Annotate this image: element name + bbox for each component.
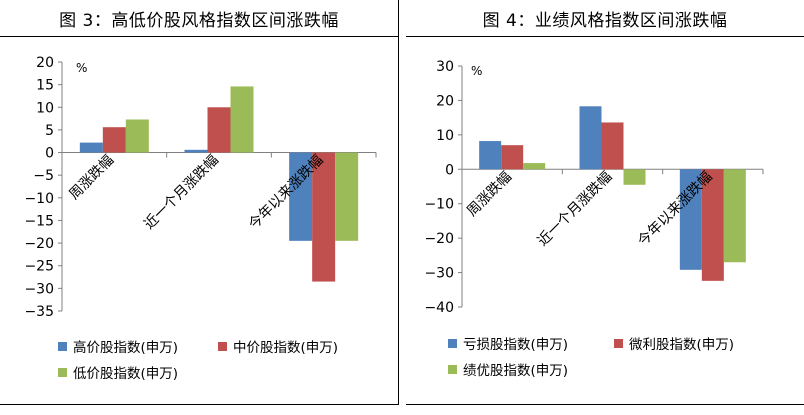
legend-item: 亏损股指数(申万)	[448, 333, 568, 353]
bar	[501, 145, 524, 170]
bar	[723, 169, 746, 263]
title-divider	[0, 36, 398, 37]
y-tick-label: −20	[424, 231, 454, 247]
bar	[125, 119, 149, 153]
category-label: 近一个月涨跌幅	[141, 152, 222, 233]
y-tick-label: −25	[24, 259, 54, 275]
bar	[679, 169, 702, 270]
y-tick-label: 0	[45, 146, 54, 162]
bar	[312, 152, 336, 282]
bar	[335, 152, 359, 241]
legend-item: 低价股指数(申万)	[58, 362, 178, 382]
y-tick-label: 10	[436, 128, 454, 144]
y-tick-label: −40	[424, 300, 454, 316]
category-label: 近一个月涨跌幅	[535, 169, 616, 250]
y-tick-label: 20	[36, 55, 54, 71]
legend-swatch	[448, 364, 457, 374]
legend-item: 高价股指数(申万)	[58, 336, 178, 356]
bar	[523, 163, 546, 170]
bar	[601, 122, 624, 170]
bottom-divider	[406, 404, 804, 405]
bar	[79, 142, 103, 153]
chart-panel-right: 图 4：业绩风格指数区间涨跌幅 30 20 10 0 −10 −20 −30 −40% 周涨跌幅…	[406, 0, 804, 405]
bar	[579, 106, 602, 170]
y-tick-label: −30	[24, 281, 54, 297]
y-unit-label: %	[76, 61, 87, 75]
y-tick-label: −10	[24, 191, 54, 207]
y-tick-label: −30	[424, 266, 454, 282]
y-tick-label: −20	[24, 236, 54, 252]
category-label: 周涨跌幅	[464, 169, 515, 220]
y-tick-label: 10	[36, 100, 54, 116]
y-tick-label: 5	[45, 123, 54, 139]
y-unit-label: %	[471, 64, 482, 78]
legend-item: 绩优股指数(申万)	[448, 359, 568, 379]
y-tick-label: 30	[436, 59, 454, 75]
y-tick-label: 15	[36, 78, 54, 94]
legend-swatch	[58, 367, 67, 377]
bar	[479, 141, 502, 170]
legend-label: 中价股指数(申万)	[233, 340, 339, 356]
y-tick-label: −5	[33, 168, 54, 184]
y-tick-label: −10	[424, 197, 454, 213]
y-tick-label: 0	[445, 162, 454, 178]
legend-swatch	[614, 338, 623, 348]
chart-title: 图 3：高低价股风格指数区间涨跌幅	[59, 10, 339, 31]
legend-label: 低价股指数(申万)	[73, 366, 179, 382]
bar	[289, 152, 313, 241]
category-label: 周涨跌幅	[66, 152, 117, 203]
y-tick-label: 20	[436, 93, 454, 109]
legend-swatch	[448, 338, 457, 348]
legend-label: 微利股指数(申万)	[629, 337, 735, 353]
y-tick-label: −15	[24, 213, 54, 229]
y-tick-label: −35	[24, 304, 54, 320]
legend-item: 中价股指数(申万)	[218, 336, 338, 356]
bar	[184, 149, 208, 153]
legend-label: 高价股指数(申万)	[73, 340, 179, 356]
bar	[623, 169, 646, 185]
legend-swatch	[218, 341, 227, 351]
bar	[102, 127, 126, 153]
bottom-divider	[0, 404, 398, 405]
title-divider	[406, 36, 804, 37]
chart-panel-left: 图 3：高低价股风格指数区间涨跌幅 20 15 10 5 0 −5 −10 −15 −20 −25…	[0, 0, 399, 405]
bar	[701, 169, 724, 281]
chart-plot-left: 20 15 10 5 0 −5 −10 −15 −20 −25 −30 −35% 周涨跌幅 近一个月涨跌幅…	[24, 55, 377, 320]
bar	[230, 86, 254, 153]
chart-title: 图 4：业绩风格指数区间涨跌幅	[482, 10, 728, 31]
bar	[207, 107, 231, 153]
legend-label: 亏损股指数(申万)	[463, 337, 569, 353]
legend-label: 绩优股指数(申万)	[463, 363, 569, 379]
legend-swatch	[58, 341, 67, 351]
legend-item: 微利股指数(申万)	[614, 333, 734, 353]
